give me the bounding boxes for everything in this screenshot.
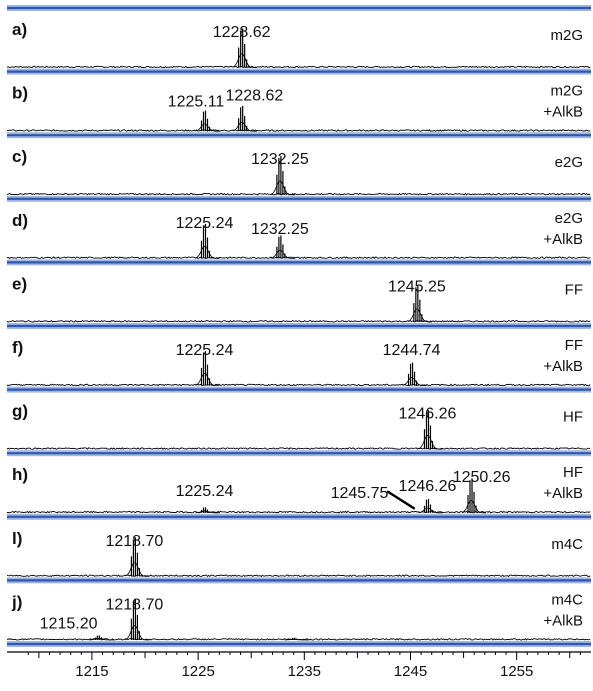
spectrum-peak bbox=[195, 351, 220, 386]
spectrum-baseline bbox=[6, 510, 591, 514]
spectrum-panel: g) HF 1246.26 bbox=[6, 402, 591, 450]
spectrum-peak bbox=[407, 285, 432, 323]
sample-label: +AlkB bbox=[543, 612, 583, 629]
spectrum-peak bbox=[418, 499, 443, 514]
peak-label: 1228.62 bbox=[225, 88, 283, 105]
sample-label: m2G bbox=[550, 27, 583, 44]
sample-label: +AlkB bbox=[543, 104, 583, 121]
panel-separator bbox=[7, 386, 591, 393]
spectrum-baseline bbox=[6, 574, 591, 578]
spectrum-baseline bbox=[6, 447, 591, 450]
peak-label: 1225.24 bbox=[176, 215, 234, 232]
label-arrow bbox=[386, 490, 416, 510]
panel-separator bbox=[7, 259, 591, 266]
panel-label: f) bbox=[12, 338, 23, 357]
panel-label: c) bbox=[12, 147, 27, 166]
spectrum-peak bbox=[270, 235, 295, 259]
spectrum-peak bbox=[270, 155, 295, 196]
x-tick-label: 1255 bbox=[500, 663, 533, 680]
panel-label: a) bbox=[12, 20, 27, 39]
spectrum-peak bbox=[461, 478, 486, 514]
sample-label: m4C bbox=[551, 536, 583, 553]
spectrum-peak bbox=[284, 637, 309, 641]
peak-label: 1232.25 bbox=[251, 151, 309, 168]
spectrum-baseline bbox=[6, 129, 591, 132]
x-tick-label: 1235 bbox=[288, 663, 321, 680]
peak-label: 1232.25 bbox=[251, 221, 309, 238]
peak-label: 1246.26 bbox=[399, 478, 457, 495]
peak-label: 1228.62 bbox=[213, 24, 271, 41]
panel-label: b) bbox=[12, 84, 28, 103]
spectrum-peak bbox=[232, 105, 257, 132]
peak-label: 1244.74 bbox=[383, 342, 441, 359]
x-tick-label: 1245 bbox=[394, 663, 427, 680]
spectrum-peak bbox=[89, 635, 114, 641]
spectrum-panel: a) m2G 1228.62 bbox=[6, 20, 591, 69]
panel-separator bbox=[7, 132, 591, 139]
spectrum-peak bbox=[125, 598, 150, 641]
spectrum-panel: c) e2G 1232.25 bbox=[6, 147, 591, 196]
sample-label: HF bbox=[563, 409, 583, 426]
sample-label: e2G bbox=[555, 210, 583, 227]
spectrum-peak bbox=[418, 410, 443, 450]
spectrum-baseline bbox=[6, 383, 591, 387]
spectrum-peak bbox=[125, 537, 150, 577]
panel-separator bbox=[7, 513, 591, 520]
panel-label: j) bbox=[11, 592, 22, 611]
spectrum-peak bbox=[232, 28, 257, 68]
sample-label: +AlkB bbox=[543, 358, 583, 375]
spectrum-panel: d) e2G +AlkB 1225.24 1232.25 bbox=[6, 210, 591, 260]
panel-separator bbox=[7, 323, 591, 329]
panel-separator bbox=[7, 5, 591, 11]
spectrum-peak bbox=[195, 110, 220, 132]
spectrum-peak bbox=[402, 362, 427, 386]
sample-label: FF bbox=[565, 337, 583, 354]
panel-separator bbox=[7, 68, 591, 75]
peak-label: 1215.20 bbox=[40, 615, 98, 632]
spectrum-baseline bbox=[6, 192, 591, 196]
peak-label: 1225.24 bbox=[176, 342, 234, 359]
spectrum-baseline bbox=[6, 65, 591, 69]
peak-label: 1245.25 bbox=[388, 278, 446, 295]
spectrum-panel: b) m2G +AlkB 1225.11 1228.62 bbox=[6, 83, 591, 132]
peak-label: 1246.26 bbox=[399, 406, 457, 423]
x-tick-label: 1215 bbox=[75, 663, 108, 680]
panel-label: e) bbox=[12, 274, 27, 293]
sample-label: +AlkB bbox=[543, 231, 583, 248]
panel-label: d) bbox=[12, 211, 28, 230]
panel-separator bbox=[7, 577, 591, 584]
spectrum-panel: e) FF 1245.25 bbox=[6, 274, 591, 323]
x-axis: 1215 1225 1235 1245 1255 bbox=[7, 651, 591, 680]
sample-label: e2G bbox=[555, 154, 583, 171]
sample-label: m2G bbox=[550, 83, 583, 100]
sample-label: FF bbox=[565, 281, 583, 298]
panel-label: g) bbox=[12, 402, 28, 421]
sample-label: HF bbox=[563, 464, 583, 481]
sample-label: +AlkB bbox=[543, 485, 583, 502]
panel-separator bbox=[7, 450, 591, 457]
spectrum-panel: j) m4C +AlkB 1215.20 1218.70 bbox=[6, 591, 591, 641]
panel-separator bbox=[7, 641, 591, 647]
spectrum-peak bbox=[195, 507, 220, 514]
spectrum-panel: f) FF +AlkB 1225.24 1244.74 bbox=[6, 337, 591, 387]
panel-label: l) bbox=[12, 529, 22, 548]
spectrum-peak bbox=[195, 223, 220, 259]
peak-label: 1250.26 bbox=[453, 469, 511, 486]
peak-label: 1218.70 bbox=[105, 596, 163, 613]
spectrum-baseline bbox=[6, 319, 591, 323]
peak-label: 1245.75 bbox=[331, 485, 389, 502]
spectrum-baseline bbox=[6, 256, 591, 260]
sample-label: m4C bbox=[551, 591, 583, 608]
peak-label: 1225.24 bbox=[176, 483, 234, 500]
panel-separator bbox=[7, 195, 591, 202]
peak-label: 1225.11 bbox=[168, 94, 225, 111]
spectrum-panel: l) m4C 1218.70 bbox=[6, 529, 591, 578]
peak-label: 1218.70 bbox=[105, 533, 163, 550]
x-tick-label: 1225 bbox=[181, 663, 214, 680]
panel-label: h) bbox=[12, 465, 28, 484]
